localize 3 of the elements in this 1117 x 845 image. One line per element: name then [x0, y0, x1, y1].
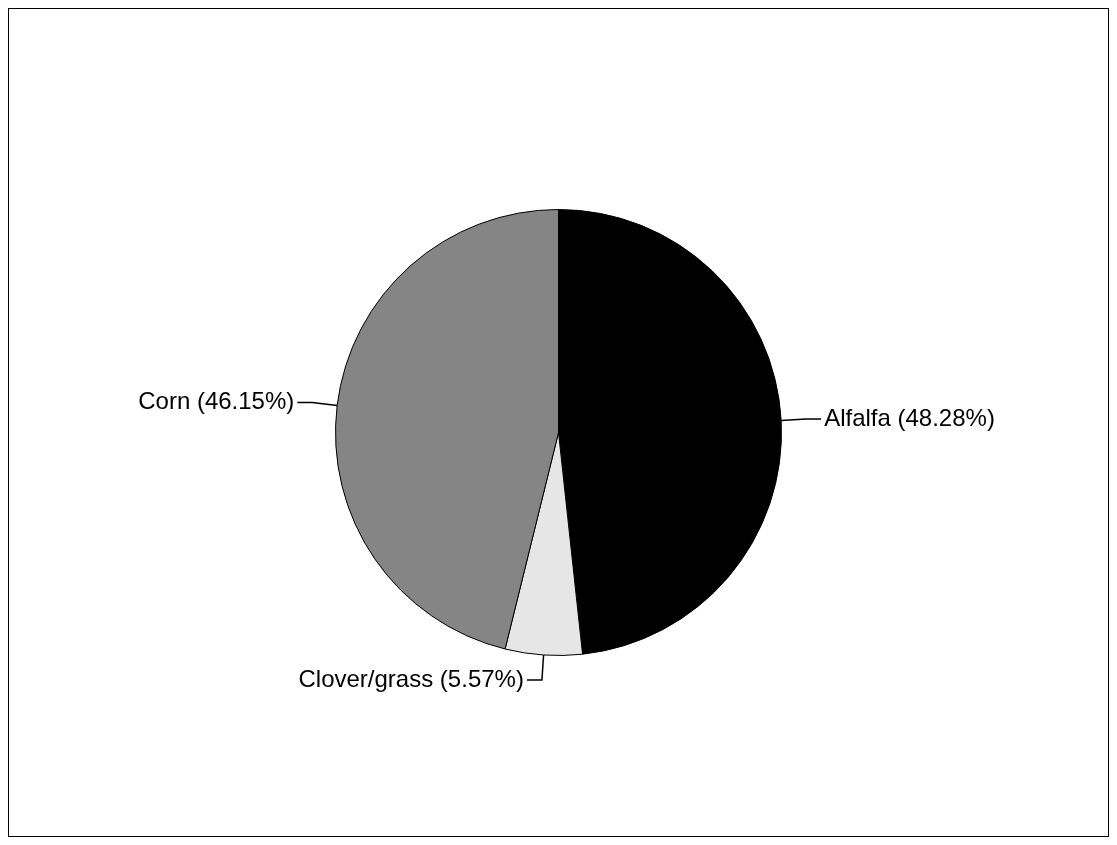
slice-label: Alfalfa (48.28%)	[824, 403, 995, 431]
slice-label: Corn (46.15%)	[138, 387, 295, 415]
slice-label: Clover/grass (5.57%)	[298, 664, 524, 692]
